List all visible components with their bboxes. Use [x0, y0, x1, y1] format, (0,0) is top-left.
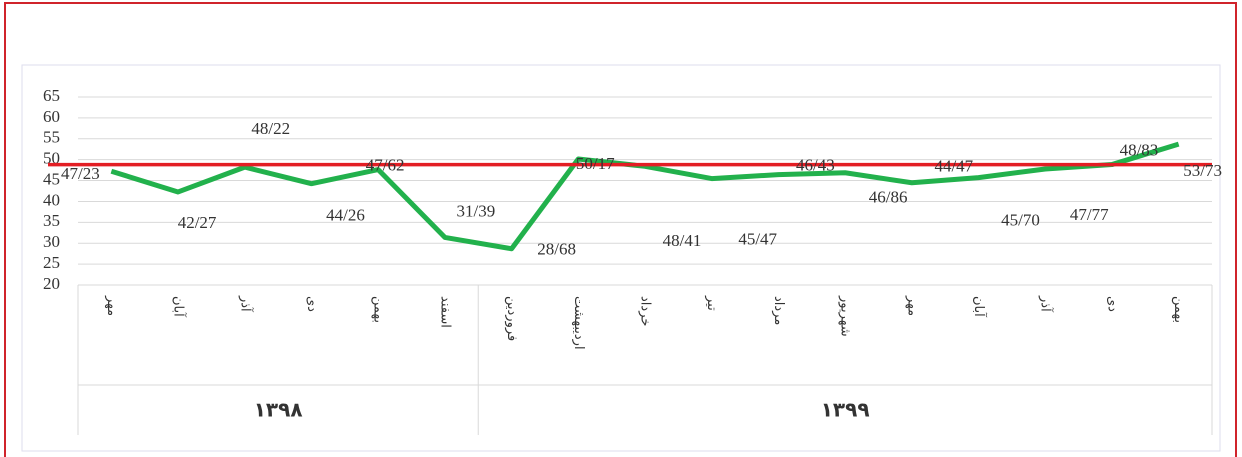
y-tick-label: 20 [43, 274, 60, 293]
chart-area [21, 64, 1221, 452]
data-label: 47/23 [61, 164, 100, 183]
data-label: 42/27 [178, 213, 217, 232]
y-tick-label: 25 [43, 253, 60, 272]
x-tick-label: مهر [904, 295, 919, 316]
x-tick-label: فروردین [504, 296, 519, 341]
x-tick-label: مهر [104, 295, 119, 316]
group-label: ۱۳۹۸ [254, 398, 303, 422]
y-tick-label: 50 [43, 149, 60, 168]
x-tick-label: آذر [237, 295, 254, 313]
y-tick-label: 45 [43, 169, 60, 188]
data-label: 31/39 [457, 201, 496, 220]
y-tick-label: 30 [43, 232, 60, 251]
x-tick-label: آبان [171, 296, 188, 318]
x-tick-label: شهریور [838, 295, 853, 337]
data-label: 48/83 [1120, 140, 1159, 159]
y-tick-label: 60 [43, 107, 60, 126]
data-label: 47/62 [366, 156, 405, 175]
data-label: 44/26 [326, 206, 365, 225]
x-tick-label: آذر [1038, 295, 1055, 313]
data-label: 45/70 [1001, 211, 1040, 230]
data-label: 45/47 [738, 229, 777, 248]
x-tick-label: بهمن [1171, 296, 1186, 323]
data-label: 46/43 [796, 155, 835, 174]
x-tick-label: خرداد [638, 296, 653, 326]
x-tick-label: بهمن [371, 296, 386, 323]
group-label: ۱۳۹۹ [821, 398, 870, 422]
x-tick-label: مرداد [771, 296, 786, 325]
frame [4, 2, 1237, 457]
x-tick-label: اردیبهشت [571, 296, 586, 350]
data-label: 47/77 [1070, 205, 1109, 224]
x-tick-label: دی [1104, 296, 1119, 312]
data-label: 28/68 [537, 240, 576, 259]
data-label: 48/22 [251, 119, 290, 138]
data-label: 46/86 [869, 188, 908, 207]
x-tick-label: دی [304, 296, 319, 312]
y-tick-label: 35 [43, 211, 60, 230]
data-label: 44/47 [934, 157, 973, 176]
data-label: 53/73 [1183, 161, 1222, 180]
y-tick-label: 55 [43, 128, 60, 147]
y-tick-label: 65 [43, 86, 60, 105]
x-tick-label: اسفند [437, 296, 452, 328]
x-tick-label: آبان [971, 296, 988, 318]
y-tick-label: 40 [43, 190, 60, 209]
data-label: 50/17 [576, 154, 615, 173]
x-tick-label: تیر [704, 295, 719, 311]
data-label: 48/41 [663, 231, 702, 250]
